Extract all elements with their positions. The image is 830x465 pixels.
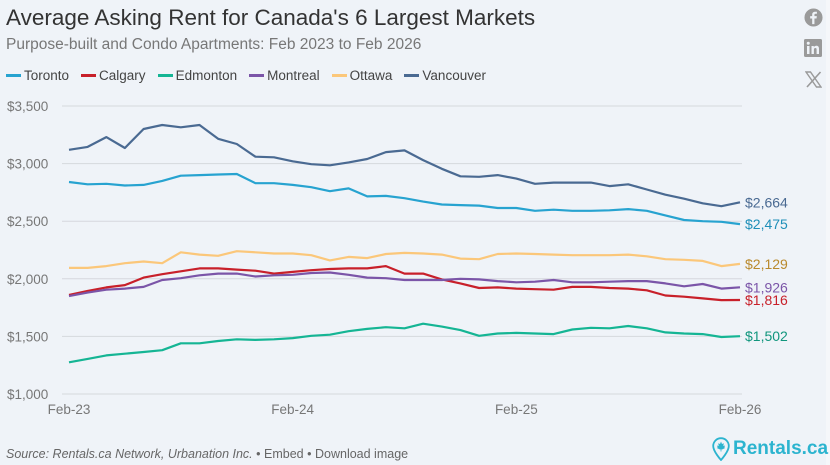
legend-label: Calgary xyxy=(99,68,146,83)
series-line-edmonton xyxy=(68,322,741,364)
linkedin-icon xyxy=(804,39,822,57)
legend-label: Edmonton xyxy=(175,68,238,83)
map-pin-maple-leaf-icon xyxy=(712,437,730,461)
legend-swatch xyxy=(331,74,347,77)
source-text: Source: Rentals.ca Network, Urbanation I… xyxy=(6,447,253,461)
end-label-edmonton: $1,502 xyxy=(745,328,788,344)
linkedin-share-button[interactable] xyxy=(803,38,823,58)
x-icon xyxy=(804,70,822,88)
series-lines xyxy=(68,123,741,364)
y-tick-label: $3,000 xyxy=(7,157,48,172)
x-tick-label: Feb-24 xyxy=(271,402,314,417)
x-share-button[interactable] xyxy=(803,69,823,89)
legend-label: Toronto xyxy=(24,68,70,83)
legend: Toronto Calgary Edmonton Montreal Ottawa… xyxy=(6,68,498,83)
embed-link[interactable]: Embed xyxy=(264,447,304,461)
y-axis: $1,000 $1,500 $2,000 $2,500 $3,000 $3,500 xyxy=(7,99,48,402)
social-share xyxy=(803,7,825,100)
legend-label: Vancouver xyxy=(422,68,486,83)
end-label-toronto: $2,475 xyxy=(745,216,788,232)
legend-item-ottawa[interactable]: Ottawa xyxy=(331,68,393,83)
facebook-icon xyxy=(803,7,823,27)
gridlines xyxy=(62,105,742,395)
y-tick-label: $1,500 xyxy=(7,329,48,344)
legend-item-calgary[interactable]: Calgary xyxy=(81,68,146,83)
series-line-toronto xyxy=(68,172,741,226)
end-label-ottawa: $2,129 xyxy=(745,256,788,272)
download-image-link[interactable]: Download image xyxy=(314,447,409,461)
legend-swatch xyxy=(157,74,173,77)
series-line-vancouver xyxy=(68,123,741,208)
legend-item-toronto[interactable]: Toronto xyxy=(6,68,69,83)
bullet: • xyxy=(307,447,312,461)
end-label-calgary: $1,816 xyxy=(745,292,788,308)
bullet: • xyxy=(256,447,261,461)
chart-subtitle: Purpose-built and Condo Apartments: Feb … xyxy=(6,36,422,53)
line-chart: $1,000 $1,500 $2,000 $2,500 $3,000 $3,500 Feb… xyxy=(7,99,788,417)
legend-item-montreal[interactable]: Montreal xyxy=(249,68,320,83)
series-line-montreal xyxy=(68,271,741,298)
facebook-share-button[interactable] xyxy=(803,7,823,27)
chart-title: Average Asking Rent for Canada's 6 Large… xyxy=(6,5,536,30)
series-line-ottawa xyxy=(69,250,741,269)
legend-swatch xyxy=(404,74,420,77)
footer: Source: Rentals.ca Network, Urbanation I… xyxy=(6,447,408,461)
x-tick-label: Feb-26 xyxy=(719,402,762,417)
x-tick-label: Feb-23 xyxy=(48,402,91,417)
x-tick-label: Feb-25 xyxy=(495,402,538,417)
legend-item-vancouver[interactable]: Vancouver xyxy=(404,68,486,83)
y-tick-label: $1,000 xyxy=(7,387,48,402)
rentals-ca-logo[interactable]: Rentals.ca xyxy=(712,437,828,461)
legend-label: Montreal xyxy=(267,68,320,83)
brand-name: Rentals.ca xyxy=(733,438,829,459)
legend-swatch xyxy=(249,74,265,77)
legend-swatch xyxy=(81,74,97,77)
legend-item-edmonton[interactable]: Edmonton xyxy=(157,68,238,83)
legend-swatch xyxy=(6,74,21,77)
legend-label: Ottawa xyxy=(349,68,393,83)
y-tick-label: $3,500 xyxy=(7,99,48,114)
end-label-vancouver: $2,664 xyxy=(745,194,788,210)
series-line-calgary xyxy=(68,265,741,302)
x-axis: Feb-23 Feb-24 Feb-25 Feb-26 xyxy=(48,402,762,417)
end-labels: $2,475 $1,816 $1,502 $1,926 $2,129 $2,664 xyxy=(745,194,788,344)
y-tick-label: $2,500 xyxy=(7,214,48,229)
end-label-montreal: $1,926 xyxy=(745,279,788,295)
y-tick-label: $2,000 xyxy=(7,272,48,287)
